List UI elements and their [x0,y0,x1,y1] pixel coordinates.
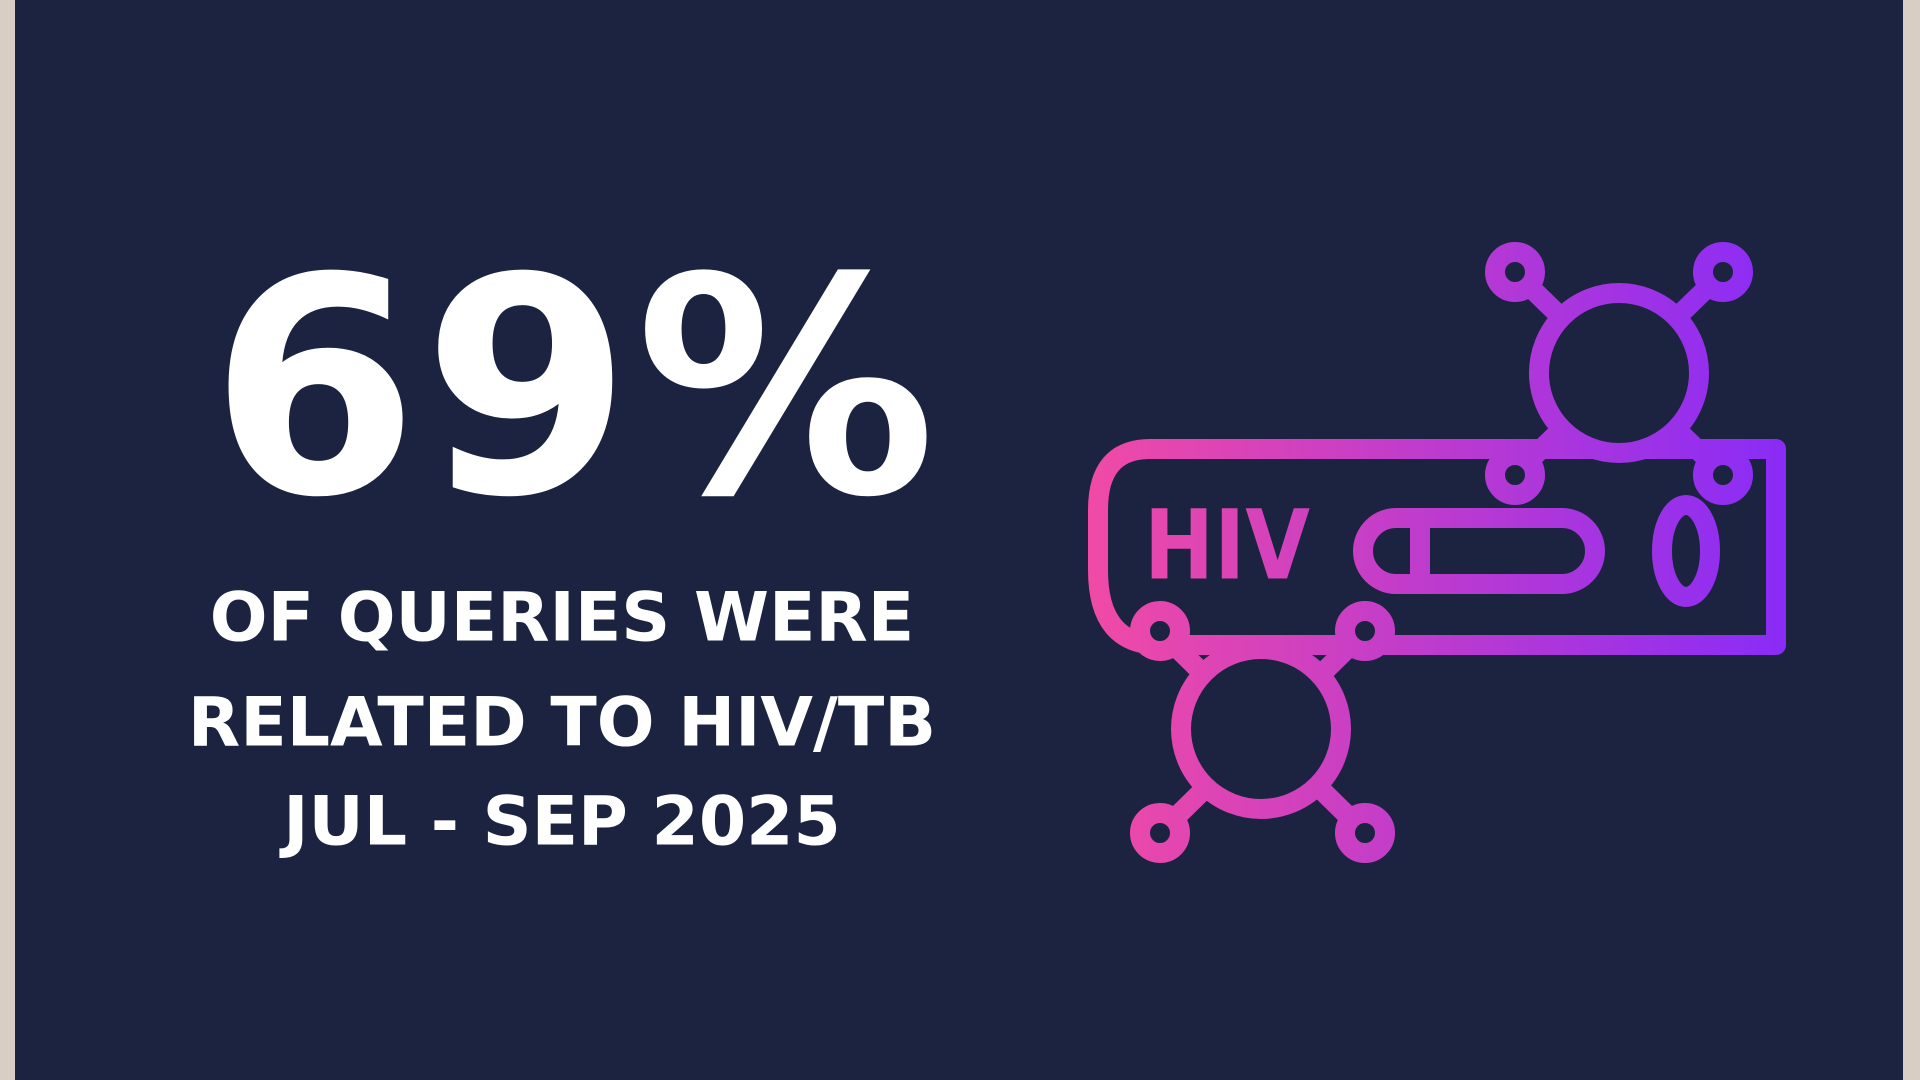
pill [1353,508,1605,594]
virus-top [1485,242,1753,505]
virus-bottom [1130,601,1395,863]
stat-line: OF QUERIES WERE [210,579,914,658]
hiv-icon [1088,242,1786,863]
oval [1652,495,1720,607]
stat-value: 69% [210,214,940,563]
stat-line: RELATED TO HIV/TB [188,684,936,763]
stat-line: JUL - SEP 2025 [279,783,841,862]
icon-label: HIV [1144,489,1310,601]
